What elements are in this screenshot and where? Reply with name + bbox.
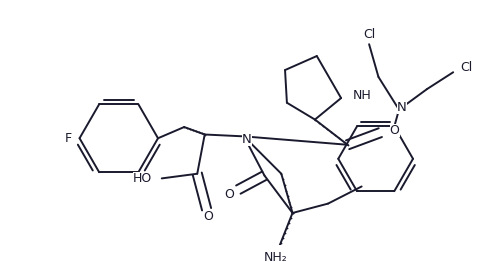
Text: O: O xyxy=(203,210,213,223)
Text: NH: NH xyxy=(352,89,371,102)
Text: HO: HO xyxy=(133,172,152,185)
Text: Cl: Cl xyxy=(363,28,375,41)
Text: N: N xyxy=(242,133,252,146)
Text: O: O xyxy=(224,188,234,201)
Text: F: F xyxy=(65,132,72,145)
Text: NH₂: NH₂ xyxy=(264,251,288,262)
Text: O: O xyxy=(390,124,399,137)
Text: Cl: Cl xyxy=(461,61,473,74)
Text: N: N xyxy=(397,101,407,114)
